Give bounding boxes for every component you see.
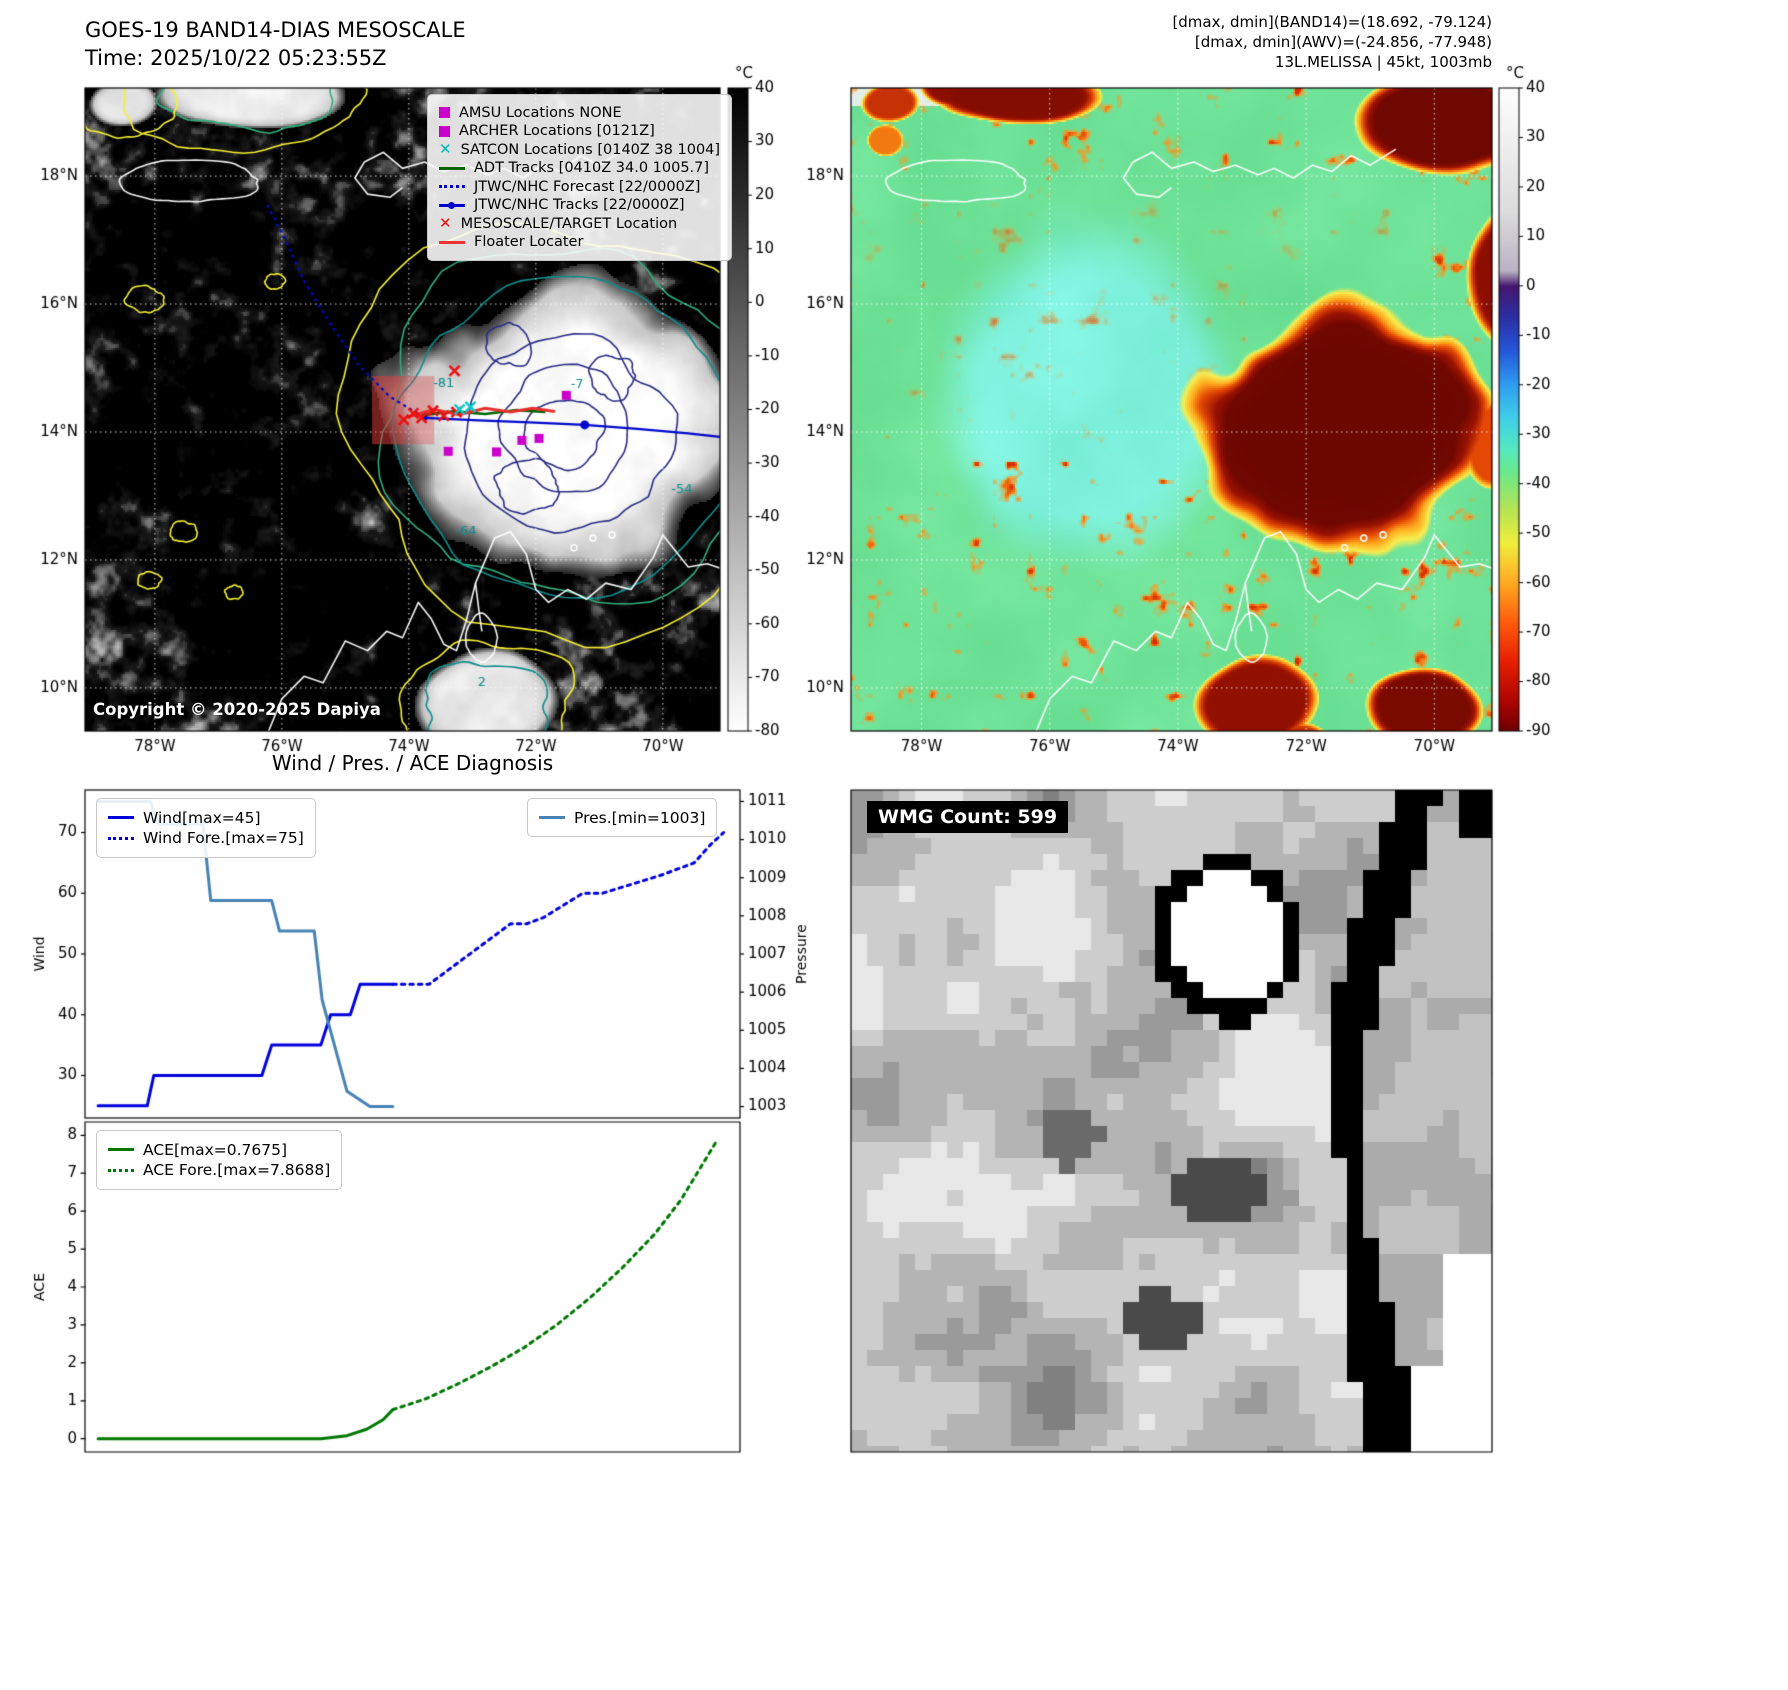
band14-title: GOES-19 BAND14-DIAS MESOSCALE (85, 18, 466, 42)
legend-item: AMSU Locations NONE (439, 105, 720, 121)
legend-label: Floater Locater (474, 234, 584, 250)
legend-label: ADT Tracks [0410Z 34.0 1005.7] (474, 160, 710, 176)
awv-header-line1: [dmax, dmin](BAND14)=(18.692, -79.124) (1172, 13, 1492, 31)
x-marker-icon: ✕ (439, 140, 452, 158)
dotted-marker-icon (439, 185, 465, 188)
legend-label: ARCHER Locations [0121Z] (459, 123, 655, 139)
legend-item: Floater Locater (439, 234, 720, 250)
storm-id-line: 13L.MELISSA | 45kt, 1003mb (1274, 53, 1492, 71)
band14-title-block: GOES-19 BAND14-DIAS MESOSCALE Time: 2025… (85, 16, 466, 72)
line-marker-icon (439, 166, 465, 170)
copyright-text: Copyright © 2020-2025 Dapiya (93, 700, 381, 719)
legend-label: Pres.[min=1003] (574, 808, 706, 827)
x-marker-icon: ✕ (439, 214, 452, 232)
line-marker-icon (539, 816, 565, 819)
awv-header-block: [dmax, dmin](BAND14)=(18.692, -79.124) [… (996, 12, 1492, 72)
legend-item: Pres.[min=1003] (539, 809, 705, 827)
line-marker-icon (108, 816, 134, 819)
legend-item: JTWC/NHC Forecast [22/0000Z] (439, 179, 720, 195)
line-dot-marker-icon (439, 201, 465, 210)
legend-item: ACE[max=0.7675] (108, 1141, 330, 1159)
legend-item: ADT Tracks [0410Z 34.0 1005.7] (439, 160, 720, 176)
legend-item: ✕ MESOSCALE/TARGET Location (439, 216, 720, 232)
legend-label: JTWC/NHC Tracks [22/0000Z] (474, 197, 685, 213)
pressure-legend: Pres.[min=1003] (527, 798, 718, 837)
legend-label: ACE[max=0.7675] (143, 1140, 288, 1159)
legend-item: Wind[max=45] (108, 809, 304, 827)
line-marker-icon (108, 1148, 134, 1151)
legend-label: SATCON Locations [0140Z 38 1004] (460, 141, 721, 158)
awv-header-line2: [dmax, dmin](AWV)=(-24.856, -77.948) (1194, 33, 1492, 51)
diagnosis-title: Wind / Pres. / ACE Diagnosis (271, 751, 554, 775)
dotted-marker-icon (108, 1168, 134, 1172)
legend-item: ✕ SATCON Locations [0140Z 38 1004] (439, 142, 720, 158)
legend-item: Wind Fore.[max=75] (108, 829, 304, 847)
ace-legend: ACE[max=0.7675] ACE Fore.[max=7.8688] (96, 1130, 343, 1190)
band14-subtitle: Time: 2025/10/22 05:23:55Z (85, 46, 387, 70)
legend-item: ACE Fore.[max=7.8688] (108, 1161, 330, 1179)
dotted-marker-icon (108, 836, 134, 840)
band14-legend: AMSU Locations NONE ARCHER Locations [012… (427, 94, 733, 261)
legend-label: AMSU Locations NONE (459, 104, 622, 121)
track-dot (448, 201, 455, 209)
legend-label: Wind[max=45] (143, 808, 261, 827)
legend-item: ARCHER Locations [0121Z] (439, 123, 720, 139)
wmg-count-label: WMG Count: 599 (867, 801, 1069, 833)
legend-label: JTWC/NHC Forecast [22/0000Z] (474, 178, 701, 195)
legend-label: Wind Fore.[max=75] (143, 829, 304, 847)
square-marker-icon (439, 107, 450, 118)
line-marker-icon (439, 240, 465, 244)
wind-legend: Wind[max=45] Wind Fore.[max=75] (96, 798, 316, 858)
square-marker-icon (439, 125, 450, 137)
legend-label: ACE Fore.[max=7.8688] (143, 1161, 331, 1179)
legend-label: MESOSCALE/TARGET Location (460, 215, 678, 232)
legend-item: JTWC/NHC Tracks [22/0000Z] (439, 197, 720, 213)
